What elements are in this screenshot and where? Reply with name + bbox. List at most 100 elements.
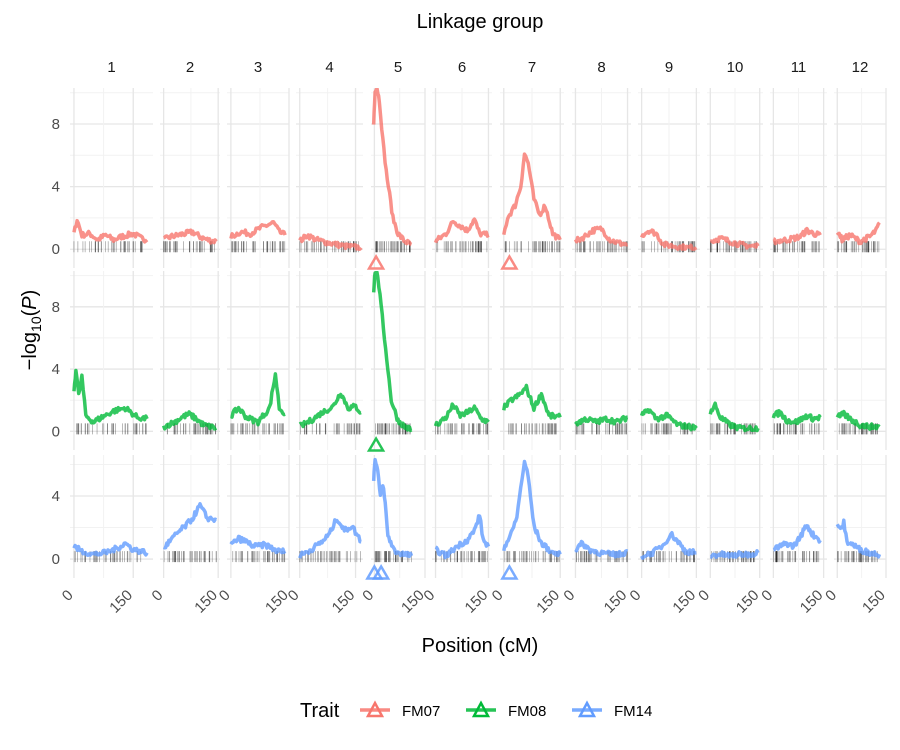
panel-FM07-lg-9 [638,88,700,268]
x-tick-label: 150 [601,587,631,617]
x-tick-label: 150 [733,587,763,617]
panel-FM07-lg-8 [572,88,631,268]
x-tick-label: 0 [216,587,234,605]
panel-FM07-lg-5 [366,88,426,270]
panel-FM07-lg-11 [770,88,827,268]
y-axis-title: −log10(P) [19,290,44,371]
strip-label-lg-3: 3 [254,59,262,76]
panel-FM14-lg-10 [707,455,763,578]
lod-curve-FM08-lg-6 [433,402,490,427]
lod-curve-FM14-lg-8 [574,539,629,559]
strip-label-lg-10: 10 [727,59,744,76]
strip-label-lg-11: 11 [791,59,807,76]
legend-key-triangle-FM14 [577,700,597,718]
x-tick-label: 150 [329,587,359,617]
lod-curve-FM07-lg-1 [72,218,149,244]
lod-curve-FM08-lg-7 [502,383,562,420]
x-axis-title: Position (cM) [422,635,539,657]
legend-label-FM14: FM14 [614,703,652,720]
x-tick-label: 150 [859,587,889,617]
panel-FM08-lg-10 [707,271,763,450]
panel-FM14-lg-7 [500,455,564,580]
strip-label-lg-12: 12 [852,59,869,76]
panel-FM08-lg-6 [432,271,492,450]
legend-title: Trait [300,700,340,722]
panel-FM08-lg-8 [572,271,631,450]
panel-FM07-lg-6 [432,88,492,268]
lod-curve-FM07-lg-7 [502,152,562,241]
y-tick-label: 0 [52,423,60,440]
lod-curve-FM14-lg-7 [502,459,562,558]
x-tick-label: 0 [359,587,377,605]
panel-FM14-lg-12 [834,455,887,578]
lod-curve-FM14-lg-9 [640,530,698,560]
x-tick-label: 0 [489,587,507,605]
legend-key-triangle-FM08 [471,700,491,718]
panel-FM08-lg-3 [227,271,290,450]
lod-curve-FM07-lg-10 [709,235,760,250]
panel-FM14-lg-1 [70,455,153,578]
qtl-marker-FM07 [366,254,386,270]
lod-curve-FM14-lg-1 [72,541,149,558]
lod-curve-FM07-lg-9 [639,228,698,251]
panel-FM14-lg-9 [638,455,700,578]
panel-FM07-lg-4 [296,88,363,268]
lod-curve-FM07-lg-11 [772,226,822,246]
panel-FM07-lg-3 [227,88,290,268]
x-tick-label: 150 [462,587,492,617]
legend: Trait FM07 FM08 FM14 [300,700,652,722]
panel-FM07-lg-10 [707,88,763,268]
y-tick-label: 0 [52,551,60,568]
lod-curve-FM08-lg-4 [298,392,362,429]
panel-FM14-lg-6 [432,455,492,578]
lod-curve-FM08-lg-12 [835,409,881,432]
panel-FM14-lg-4 [296,455,363,578]
panel-FM14-lg-11 [770,455,827,578]
lod-curve-FM08-lg-9 [639,408,698,432]
lod-curve-FM14-lg-11 [772,524,822,552]
lod-curve-FM08-lg-1 [72,368,149,425]
x-tick-label: 0 [758,587,776,605]
x-tick-label: 0 [59,587,77,605]
panel-FM07-lg-7 [500,88,564,270]
strip-label-lg-9: 9 [665,59,673,76]
strip-label-lg-4: 4 [325,59,333,76]
qtl-marker-FM14 [500,564,519,580]
lod-curve-FM08-lg-2 [161,410,218,431]
x-tick-label: 0 [695,587,713,605]
lod-curve-FM08-lg-3 [230,372,286,427]
x-tick-label: 150 [533,587,563,617]
strip-label-lg-1: 1 [107,59,115,76]
strip-label-lg-6: 6 [458,59,466,76]
x-tick-label: 0 [822,587,840,605]
lod-curve-FM07-lg-6 [433,217,490,244]
x-tick-label: 150 [797,587,827,617]
lod-curve-FM08-lg-5 [371,271,413,433]
lod-curve-FM08-lg-8 [574,414,629,427]
legend-label-FM07: FM07 [402,703,440,720]
panel-FM08-lg-11 [770,271,827,450]
panel-FM08-lg-2 [160,271,220,450]
lod-curve-FM14-lg-2 [162,502,218,550]
x-tick-label: 0 [627,587,645,605]
lod-curve-FM07-lg-3 [229,219,287,240]
lod-curve-FM07-lg-12 [835,221,881,246]
y-tick-label: 4 [52,488,60,505]
lod-curve-FM14-lg-10 [709,549,760,560]
lod-curve-FM14-lg-6 [434,514,491,560]
qtl-marker-FM07 [500,254,519,270]
x-tick-label: 150 [669,587,699,617]
strip-label-lg-2: 2 [186,59,194,76]
qtl-marker-FM14 [371,564,391,580]
y-tick-label: 4 [52,361,60,378]
panel-FM07-lg-12 [834,88,887,268]
panel-FM14-lg-5 [365,455,426,580]
strip-label-lg-8: 8 [597,59,605,76]
x-tick-label: 0 [560,587,578,605]
qtl-marker-FM08 [366,436,386,452]
panel-FM14-lg-2 [160,455,220,578]
panel-FM08-lg-7 [500,271,564,450]
y-tick-label: 8 [52,299,60,316]
lod-curve-FM14-lg-3 [229,534,287,555]
